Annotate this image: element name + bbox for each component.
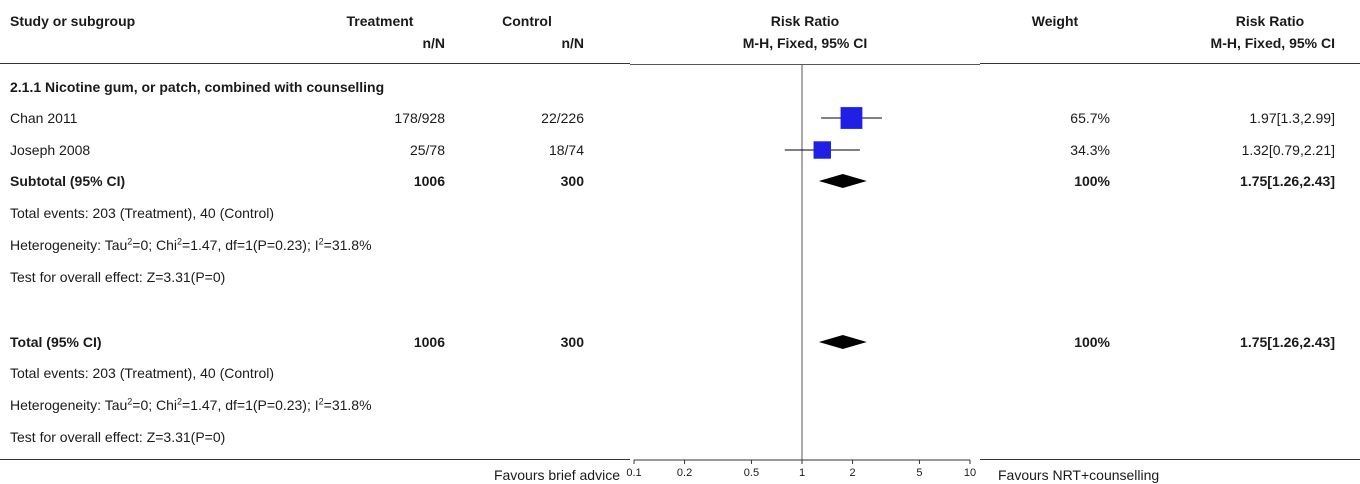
- study-name-chan: Chan 2011: [10, 110, 78, 126]
- subtotal-weight: 100%: [1074, 173, 1110, 189]
- header-rule-left: [0, 63, 630, 64]
- total-label: Total (95% CI): [10, 334, 102, 350]
- header-rule-plot: [630, 64, 980, 65]
- header-rule-right: [980, 63, 1360, 64]
- subtotal-treatment: 1006: [413, 173, 445, 189]
- total-treatment: 1006: [413, 334, 445, 350]
- total-overall-test: Test for overall effect: Z=3.31(P=0): [10, 429, 226, 445]
- total-weight: 100%: [1074, 334, 1110, 350]
- header-control-label: Control: [502, 13, 552, 29]
- subtotal-diamond: [818, 174, 867, 188]
- study-weight-joseph: 34.3%: [1070, 142, 1110, 158]
- study-ci-chan: 1.97[1.3,2.99]: [1249, 110, 1335, 126]
- x-tick-label: 10: [964, 467, 976, 479]
- study-control-joseph: 18/74: [548, 142, 584, 158]
- favours-right-label: Favours NRT+counselling: [998, 467, 1160, 483]
- study-ci-joseph: 1.32[0.79,2.21]: [1241, 142, 1335, 158]
- total-ci: 1.75[1.26,2.43]: [1240, 334, 1335, 350]
- header-rr-plot-label: Risk Ratio: [770, 13, 840, 29]
- footer-rule-right: [980, 459, 1360, 460]
- subgroup-events: Total events: 203 (Treatment), 40 (Contr…: [10, 205, 275, 221]
- header-rr-plot-sub: M-H, Fixed, 95% CI: [742, 35, 868, 51]
- footer-rule-left: [0, 459, 630, 460]
- subgroup-overall-test: Test for overall effect: Z=3.31(P=0): [10, 269, 226, 285]
- study-control-chan: 22/226: [541, 110, 584, 126]
- favours-left-label: Favours brief advice: [493, 467, 620, 483]
- subtotal-label: Subtotal (95% CI): [10, 173, 126, 189]
- study-treatment-chan: 178/928: [394, 110, 445, 126]
- x-tick-label: 1: [799, 467, 805, 479]
- x-tick-label: 0.5: [744, 467, 759, 479]
- subtotal-ci: 1.75[1.26,2.43]: [1240, 173, 1335, 189]
- header-treatment-label: Treatment: [346, 13, 414, 29]
- header-study-label: Study or subgroup: [10, 13, 136, 29]
- header-rr-text-label: Risk Ratio: [1235, 13, 1305, 29]
- header-weight-label: Weight: [1031, 13, 1079, 29]
- header-rr-text-sub: M-H, Fixed, 95% CI: [1210, 35, 1335, 51]
- study-treatment-joseph: 25/78: [409, 142, 445, 158]
- subtotal-control: 300: [560, 173, 584, 189]
- header-treatment-sub: n/N: [422, 35, 445, 51]
- subgroup-heterogeneity: Heterogeneity: Tau2=0; Chi2=1.47, df=1(P…: [10, 236, 372, 253]
- x-tick-label: 2: [850, 467, 856, 479]
- header-control-sub: n/N: [561, 35, 584, 51]
- total-diamond: [818, 335, 867, 349]
- subgroup-title: 2.1.1 Nicotine gum, or patch, combined w…: [10, 79, 385, 95]
- study-name-joseph: Joseph 2008: [10, 142, 91, 158]
- total-control: 300: [560, 334, 584, 350]
- study-weight-chan: 65.7%: [1070, 110, 1110, 126]
- x-tick-label: 0.1: [626, 467, 641, 479]
- study-box: [840, 107, 863, 129]
- x-tick-label: 0.2: [677, 467, 692, 479]
- study-box: [813, 141, 831, 159]
- total-heterogeneity: Heterogeneity: Tau2=0; Chi2=1.47, df=1(P…: [10, 396, 372, 413]
- x-tick-label: 5: [916, 467, 922, 479]
- total-events: Total events: 203 (Treatment), 40 (Contr…: [10, 365, 275, 381]
